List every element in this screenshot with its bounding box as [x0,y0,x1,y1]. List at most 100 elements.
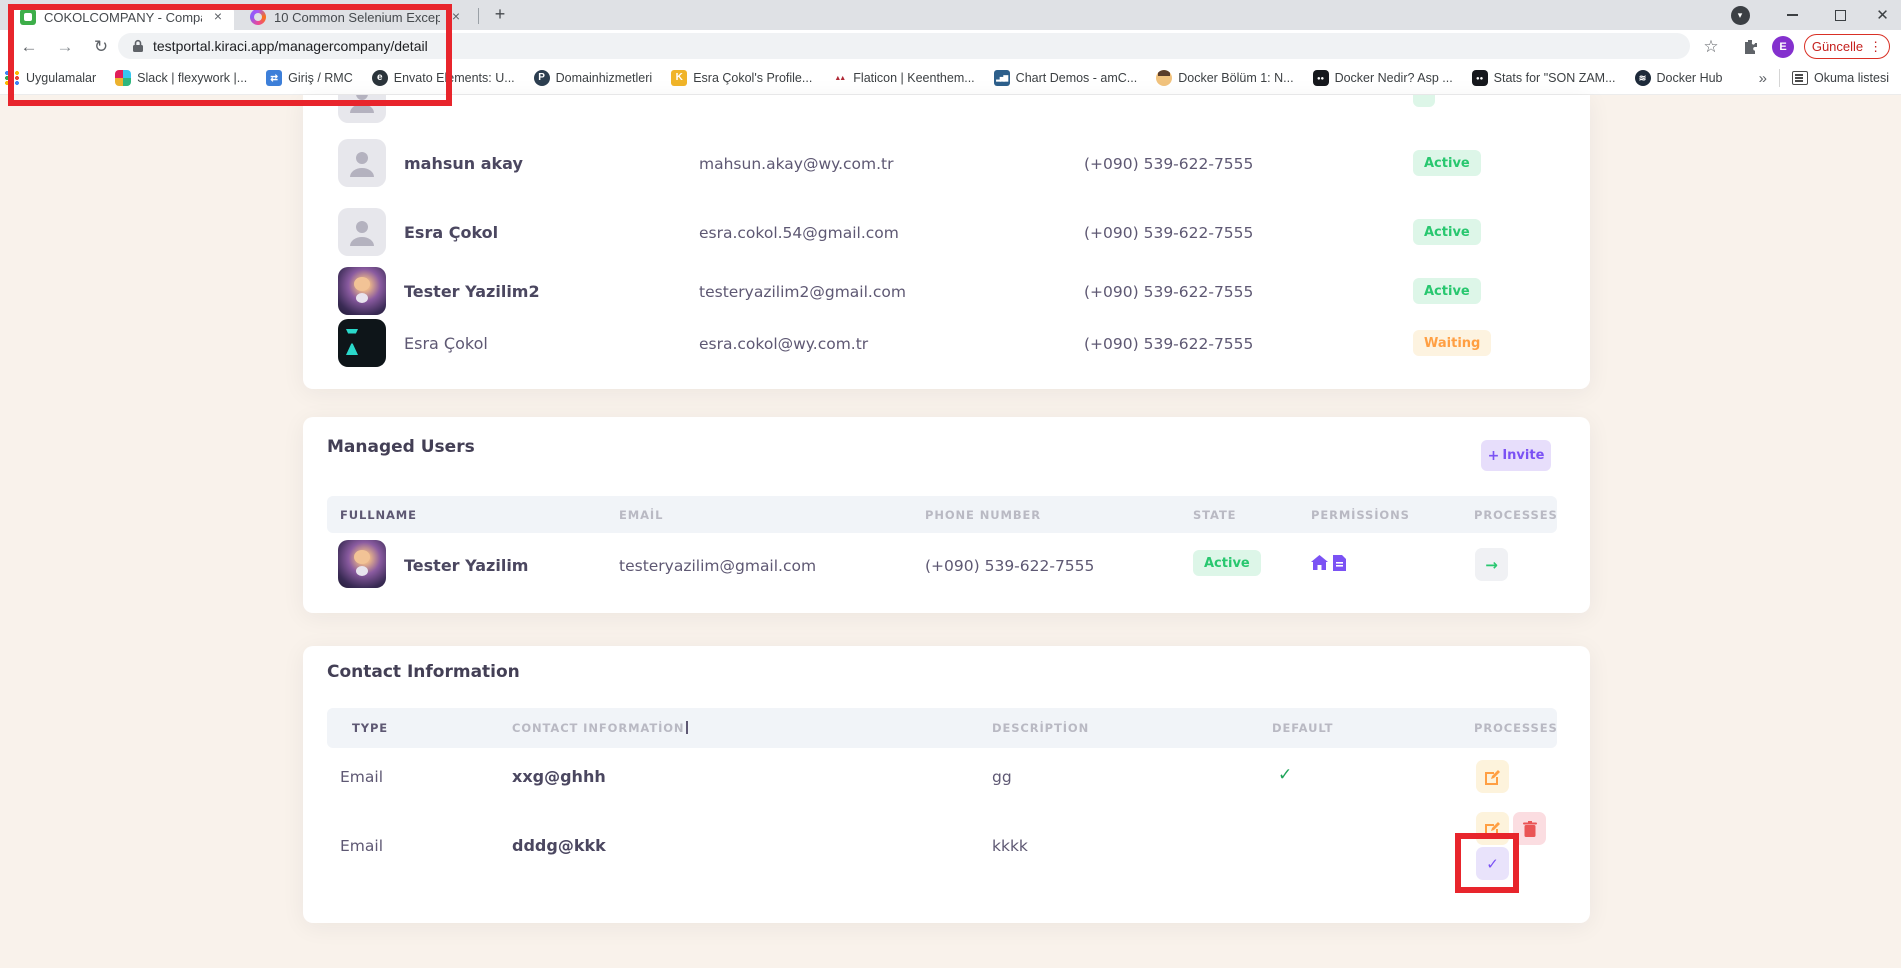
bookmark-chart[interactable]: Chart Demos - amC... [993,70,1137,86]
lock-icon [133,39,143,52]
document-icon [1333,555,1346,571]
bookmark-star-icon[interactable] [1698,34,1724,60]
user-phone: (+090) 539-622-7555 [1084,335,1254,353]
chart-icon [993,70,1010,86]
column-header: EMAİL [619,507,664,522]
avatar-photo [338,319,386,367]
edit-button[interactable] [1476,812,1509,845]
user-phone: (+090) 539-622-7555 [1084,224,1254,242]
column-header: CONTACT INFORMATİON [512,721,688,735]
chrome-update-button[interactable]: Güncelle [1804,34,1890,59]
contact-value: xxg@ghhh [512,767,606,786]
contact-information-card: Contact Information TYPE CONTACT INFORMA… [303,646,1590,923]
extensions-puzzle-icon[interactable] [1738,34,1764,60]
bookmark-dockerhub[interactable]: Docker Hub [1634,70,1723,86]
trash-icon [1522,820,1537,837]
update-label: Güncelle [1811,39,1864,54]
bookmark-slack[interactable]: Slack | flexywork |... [115,70,247,86]
confirm-default-button[interactable] [1476,847,1509,880]
table-header: FULLNAME EMAİL PHONE NUMBER STATE PERMİS… [327,496,1557,533]
new-tab-button[interactable] [488,3,512,27]
user-name: Esra Çokol [404,223,499,242]
address-bar[interactable]: testportal.kiraci.app/managercompany/det… [118,33,1690,59]
row-detail-arrow-button[interactable] [1475,548,1508,581]
bookmark-profile[interactable]: Esra Çokol's Profile... [671,70,812,86]
bookmark-docker2[interactable]: Docker Nedir? Asp ... [1312,70,1453,86]
video-icon [1312,70,1329,86]
url-text: testportal.kiraci.app/managercompany/det… [153,38,428,54]
status-badge [1413,95,1435,107]
window-minimize-button[interactable] [1772,0,1812,30]
column-header: FULLNAME [340,507,417,522]
user-email: testeryazilim2@gmail.com [699,283,906,301]
bookmark-envato[interactable]: Envato Elements: U... [371,70,515,86]
annotation-box-confirm-button [1455,833,1519,893]
face-icon [1156,70,1173,86]
bookmark-domain[interactable]: Domainhizmetleri [533,70,652,86]
column-header: PROCESSES [1474,507,1558,522]
bookmark-stats[interactable]: Stats for "SON ZAM... [1471,70,1616,86]
avatar [338,208,386,256]
company-detail-page: mahsun akay mahsun.akay@wy.com.tr (+090)… [0,95,1901,968]
browser-toolbar: testportal.kiraci.app/managercompany/det… [0,30,1901,62]
status-badge: Waiting [1413,330,1492,356]
reading-list-button[interactable]: Okuma listesi [1791,71,1889,85]
avatar [338,139,386,187]
contact-type: Email [340,837,384,855]
profile-avatar[interactable]: E [1770,34,1796,60]
column-header: PHONE NUMBER [925,507,1041,522]
avatar-photo [338,267,386,315]
managed-phone: (+090) 539-622-7555 [925,557,1095,575]
green-app-favicon-icon [20,9,36,25]
permissions-cell [1311,555,1346,571]
status-badge: Active [1413,150,1481,176]
managed-users-card: Managed Users Invite FULLNAME EMAİL PHON… [303,417,1590,613]
avatar [338,95,386,123]
user-name: Esra Çokol [404,334,488,353]
tab-separator [478,8,479,24]
edit-button[interactable] [1476,760,1509,793]
managed-fullname: Tester Yazilim [404,556,529,575]
tab-title: COKOLCOMPANY - Company Det [44,9,202,25]
status-badge: Active [1193,550,1261,576]
window-maximize-button[interactable] [1820,0,1860,30]
section-title: Managed Users [327,437,475,457]
text-caret [686,721,688,734]
invite-button[interactable]: Invite [1481,440,1551,471]
arrows-icon [266,70,283,86]
bookmark-docker1[interactable]: Docker Bölüm 1: N... [1156,70,1294,86]
p-circle-icon [533,70,550,86]
column-header: STATE [1193,507,1237,522]
gradient-ring-favicon-icon [250,9,266,25]
contact-description: kkkk [992,837,1028,855]
bookmark-rmc[interactable]: Giriş / RMC [266,70,353,86]
status-badge: Active [1413,219,1481,245]
bookmarks-overflow-button[interactable] [1759,70,1767,87]
status-badge: Active [1413,278,1481,304]
contact-description: gg [992,768,1012,786]
docker-icon [1634,70,1651,86]
column-header: PROCESSES [1474,721,1558,735]
reading-list-icon [1791,71,1808,85]
company-users-card: mahsun akay mahsun.akay@wy.com.tr (+090)… [303,95,1590,389]
default-check-icon [1278,765,1292,785]
managed-email: testeryazilim@gmail.com [619,557,817,575]
bookmarks-bar: Uygulamalar Slack | flexywork |... Giriş… [0,62,1901,95]
bookmark-flaticon[interactable]: Flaticon | Keenthem... [831,70,975,86]
edit-pencil-icon [1484,769,1500,785]
user-phone: (+090) 539-622-7555 [1084,283,1254,301]
column-header: PERMİSSİONS [1311,507,1410,522]
profile-initial: E [1772,36,1794,58]
contact-type: Email [340,768,384,786]
media-controls-button[interactable] [1725,0,1755,30]
video-icon [1471,70,1488,86]
table-header: TYPE CONTACT INFORMATİON DESCRİPTİON DEF… [327,708,1557,748]
browser-tab-inactive[interactable]: 10 Common Selenium Exceptions [240,4,472,30]
user-phone: (+090) 539-622-7555 [1084,155,1254,173]
flaticon-icon [831,70,848,86]
column-header: DESCRİPTİON [992,721,1090,735]
user-email: esra.cokol@wy.com.tr [699,335,869,353]
user-email: mahsun.akay@wy.com.tr [699,155,894,173]
kebab-menu-icon[interactable] [1869,39,1882,55]
window-close-button[interactable] [1864,0,1901,30]
